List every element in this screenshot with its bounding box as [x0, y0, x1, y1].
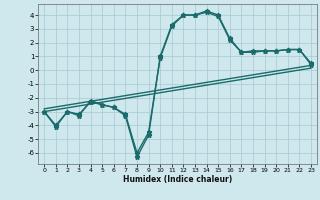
X-axis label: Humidex (Indice chaleur): Humidex (Indice chaleur)	[123, 175, 232, 184]
